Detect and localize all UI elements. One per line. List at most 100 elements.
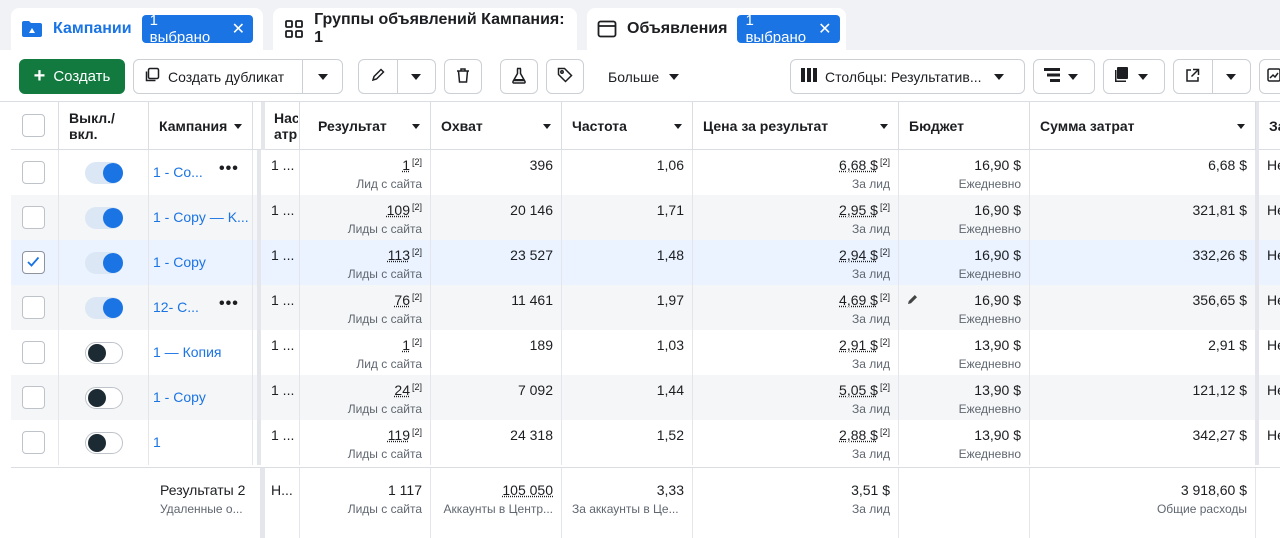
cost-value[interactable]: 6,68 $ [2] <box>839 157 890 173</box>
table-row[interactable]: 1 - Copy — K... 1 ... 109 [2] Лиды с сайта 20… <box>11 195 1280 240</box>
header-attribution[interactable]: Нас атр <box>261 102 300 150</box>
cost-value[interactable]: 5,05 $ [2] <box>839 382 890 398</box>
more-options-icon[interactable]: ••• <box>219 295 239 313</box>
header-onoff[interactable]: Выкл./ вкл. <box>59 102 149 150</box>
columns-button[interactable]: Столбцы: Результатив... <box>790 59 1025 94</box>
result-value[interactable]: 113 [2] <box>388 247 422 263</box>
table-row[interactable]: 1 — Копия 1 ... 1 [2] Лид с сайта 189 1,03 2,91… <box>11 330 1280 375</box>
cell-onoff <box>59 375 149 420</box>
budget-value[interactable]: 16,90 $ <box>974 202 1021 218</box>
delete-button[interactable] <box>444 59 482 94</box>
budget-value[interactable]: 16,90 $ <box>974 247 1021 263</box>
close-icon[interactable]: ✕ <box>818 19 831 39</box>
budget-value[interactable]: 13,90 $ <box>974 382 1021 398</box>
footnote-marker: [2] <box>412 247 422 257</box>
row-checkbox[interactable] <box>22 161 45 184</box>
result-value[interactable]: 76 [2] <box>394 292 422 308</box>
cell-attribution: 1 ... <box>257 150 300 195</box>
more-options-icon[interactable]: ••• <box>219 160 239 178</box>
delivery-toggle[interactable] <box>85 207 123 229</box>
campaign-name-link[interactable]: 1 - Co... <box>153 164 203 180</box>
table-row[interactable]: 1 - Copy 1 ... 113 [2] Лиды с сайта 23 527 1,4… <box>11 240 1280 285</box>
row-checkbox[interactable] <box>22 341 45 364</box>
cost-value[interactable]: 2,88 $ [2] <box>839 427 890 443</box>
pencil-icon[interactable] <box>907 293 919 308</box>
budget-value[interactable]: 16,90 $ <box>974 292 1021 308</box>
row-checkbox[interactable] <box>22 431 45 454</box>
breakdown-button[interactable] <box>1033 59 1095 94</box>
result-value[interactable]: 24 [2] <box>394 382 422 398</box>
header-result[interactable]: Результат <box>300 102 431 150</box>
campaign-name-link[interactable]: 12- C... <box>153 299 199 315</box>
campaign-name-link[interactable]: 1 - Copy <box>153 389 206 405</box>
selection-badge-campaigns[interactable]: 1 выбрано ✕ <box>142 15 253 43</box>
row-checkbox[interactable] <box>22 386 45 409</box>
cost-value[interactable]: 2,91 $ [2] <box>839 337 890 353</box>
row-checkbox[interactable] <box>22 206 45 229</box>
header-reach[interactable]: Охват <box>431 102 562 150</box>
export-dropdown[interactable] <box>1212 60 1250 93</box>
edit-button[interactable] <box>359 60 397 93</box>
edit-dropdown[interactable] <box>397 60 435 93</box>
plus-icon: + <box>34 65 46 88</box>
more-button[interactable]: Больше <box>598 59 694 94</box>
cost-number: 2,95 $ <box>839 202 878 218</box>
tab-adsets[interactable]: Группы объявлений Кампания: 1 <box>273 8 577 50</box>
cost-type: За лид <box>852 177 890 191</box>
cell-result: 76 [2] Лиды с сайта <box>300 285 431 330</box>
header-campaign[interactable]: Кампания <box>149 102 253 150</box>
cell-spent: 356,65 $ <box>1030 285 1256 330</box>
header-cost[interactable]: Цена за результат <box>693 102 899 150</box>
campaign-name-link[interactable]: 1 <box>153 434 161 450</box>
close-icon[interactable]: ✕ <box>232 19 245 39</box>
delivery-toggle[interactable] <box>85 432 123 454</box>
sort-icon <box>234 124 242 129</box>
footnote-marker: [2] <box>412 382 422 392</box>
result-value[interactable]: 1 [2] <box>402 157 422 173</box>
tab-ads[interactable]: Объявления 1 выбрано ✕ <box>587 8 846 50</box>
duplicate-button[interactable]: Создать дубликат <box>134 60 302 93</box>
delivery-toggle[interactable] <box>85 387 123 409</box>
table-row[interactable]: 1 - Co... ••• 1 ... 1 [2] Лид с сайта 396 1,06 6… <box>11 150 1280 195</box>
cost-value[interactable]: 2,94 $ [2] <box>839 247 890 263</box>
tag-button[interactable] <box>546 59 584 94</box>
chart-button[interactable] <box>1259 59 1280 94</box>
header-spent[interactable]: Сумма затрат <box>1030 102 1256 150</box>
result-value[interactable]: 109 [2] <box>387 202 422 218</box>
export-button[interactable] <box>1174 60 1212 93</box>
budget-value[interactable]: 13,90 $ <box>974 427 1021 443</box>
campaign-name-link[interactable]: 1 — Копия <box>153 344 222 360</box>
table-row[interactable]: 11 ... 119 [2] Лиды с сайта 24 318 1,52 2,88 $… <box>11 420 1280 465</box>
delivery-toggle[interactable] <box>85 342 123 364</box>
tab-campaigns[interactable]: Кампании 1 выбрано ✕ <box>11 8 263 50</box>
create-button[interactable]: + Создать <box>19 59 125 94</box>
select-all-checkbox[interactable] <box>22 114 45 137</box>
header-next[interactable]: За <box>1256 102 1280 150</box>
sort-icon <box>674 124 682 129</box>
header-budget[interactable]: Бюджет <box>899 102 1030 150</box>
table-row[interactable]: 1 - Copy 1 ... 24 [2] Лиды с сайта 7 092 1,44 5… <box>11 375 1280 420</box>
delivery-toggle[interactable] <box>85 162 123 184</box>
campaign-name-link[interactable]: 1 - Copy <box>153 254 206 270</box>
result-value[interactable]: 1 [2] <box>402 337 422 353</box>
budget-value[interactable]: 13,90 $ <box>974 337 1021 353</box>
footer-cell-result: 1 117 Лиды с сайта <box>300 468 431 538</box>
cost-value[interactable]: 4,69 $ [2] <box>839 292 890 308</box>
table-row[interactable]: 12- C... ••• 1 ... 76 [2] Лиды с сайта 11 461 1… <box>11 285 1280 330</box>
cost-number: 2,91 $ <box>839 337 878 353</box>
budget-value[interactable]: 16,90 $ <box>974 157 1021 173</box>
result-value[interactable]: 119 [2] <box>388 427 422 443</box>
footer-reach[interactable]: 105 050 <box>502 482 553 498</box>
campaign-name-link[interactable]: 1 - Copy — K... <box>153 209 249 225</box>
cost-value[interactable]: 2,95 $ [2] <box>839 202 890 218</box>
header-frequency[interactable]: Частота <box>562 102 693 150</box>
duplicate-dropdown[interactable] <box>302 60 342 93</box>
delivery-toggle[interactable] <box>85 297 123 319</box>
reports-button[interactable] <box>1103 59 1165 94</box>
tag-icon <box>557 67 573 86</box>
ab-test-button[interactable] <box>500 59 538 94</box>
row-checkbox[interactable] <box>22 251 45 274</box>
delivery-toggle[interactable] <box>85 252 123 274</box>
row-checkbox[interactable] <box>22 296 45 319</box>
selection-badge-ads[interactable]: 1 выбрано ✕ <box>737 15 839 43</box>
